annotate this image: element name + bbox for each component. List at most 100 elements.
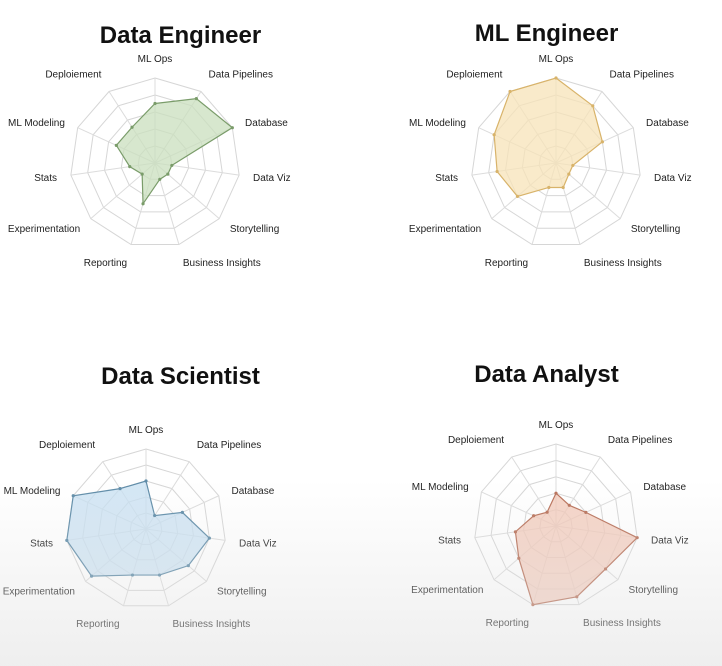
chart-title: Data Scientist (101, 363, 260, 390)
axis-label: ML Modeling (412, 482, 469, 493)
data-point (600, 140, 604, 144)
data-point (515, 194, 520, 198)
data-point (89, 574, 94, 578)
data-point (153, 513, 157, 518)
axis-label: Database (646, 118, 689, 129)
data-point (170, 163, 174, 168)
data-polygon (66, 480, 211, 577)
data-polygon (493, 77, 604, 198)
axis-label: Stats (435, 173, 458, 184)
data-point (561, 185, 565, 190)
axis-label: Data Pipelines (209, 70, 273, 81)
data-point (575, 595, 579, 599)
axis-label: Database (232, 486, 275, 497)
axis-label: Reporting (76, 619, 119, 630)
data-point (584, 510, 588, 514)
axis-label: Storytelling (629, 585, 678, 596)
axis-label: Business Insights (183, 258, 261, 269)
data-point (140, 172, 144, 176)
data-point (495, 169, 499, 174)
axis-label: Storytelling (217, 587, 266, 598)
data-point (157, 573, 162, 577)
axis-label: Data Pipelines (610, 70, 674, 81)
data-point (186, 564, 190, 568)
axis-label: Data Pipelines (197, 440, 261, 451)
axis-label: ML Modeling (4, 486, 61, 497)
data-point (635, 536, 639, 540)
data-point (118, 487, 122, 491)
axis-label: Deploiement (45, 70, 101, 81)
axis-label: Experimentation (411, 585, 483, 596)
axis-label: Deploiement (446, 70, 502, 81)
axis-label: Deploiement (39, 440, 95, 451)
data-point (65, 538, 69, 542)
axis-label: Stats (438, 536, 461, 547)
data-point (603, 567, 608, 571)
axis-label: Deploiement (448, 435, 504, 446)
axis-label: Reporting (84, 258, 127, 269)
data-point (166, 172, 170, 176)
axis-label: ML Modeling (409, 118, 466, 129)
data-point (114, 143, 118, 147)
grid-ring (70, 77, 240, 246)
axis-label: ML Ops (539, 54, 574, 65)
data-point (130, 125, 134, 129)
data-point (591, 104, 595, 108)
radar-chart-svg: ML Ops Data Pipelines Database Data Viz Stor… (3, 425, 277, 630)
axis-label: Data Pipelines (608, 435, 672, 446)
data-point (547, 185, 551, 190)
axis-label: ML Ops (138, 54, 173, 65)
data-point (513, 530, 518, 534)
radar-chart-svg: ML Ops Data Pipelines Database Data Viz Stor… (411, 420, 689, 629)
data-point (567, 172, 571, 176)
axis-label: Storytelling (631, 224, 680, 235)
axis-label: ML Ops (129, 425, 164, 436)
axis-label: Reporting (486, 618, 529, 629)
axis-label: Experimentation (409, 224, 481, 235)
data-polygon (514, 492, 639, 606)
radar-panel-data-engineer: Data Engineer ML Ops Data Pipelines Databa… (0, 0, 361, 333)
axis-label: Data Viz (239, 538, 277, 549)
data-point (554, 76, 558, 80)
data-point (194, 97, 198, 101)
grid-ring (471, 77, 641, 246)
axis-label: Data Viz (651, 536, 689, 547)
data-point (567, 503, 571, 507)
radar-chart-svg: ML Ops Data Pipelines Database Data Viz Stor… (8, 54, 291, 269)
axis-label: Storytelling (230, 224, 279, 235)
data-point (508, 89, 512, 94)
data-point (532, 514, 536, 518)
axis-label: Experimentation (3, 587, 75, 598)
data-point (153, 101, 157, 106)
chart-title: ML Engineer (474, 20, 619, 47)
radar-panel-ml-engineer: ML Engineer ML Ops Data Pipelines Database… (361, 0, 722, 333)
axis-label: ML Ops (539, 420, 574, 431)
axis-label: Reporting (485, 258, 528, 269)
axis-label: Business Insights (583, 618, 661, 629)
data-point (144, 479, 148, 483)
axis-label: Database (245, 118, 288, 129)
axis-label: Stats (30, 538, 53, 549)
data-point (554, 491, 558, 495)
data-point (207, 536, 211, 540)
data-polygon (115, 98, 234, 206)
data-point (180, 510, 184, 514)
data-point (158, 177, 162, 181)
axis-label: Data Viz (654, 173, 692, 184)
radar-panel-data-analyst: Data Analyst ML Ops Data Pipelines Databas… (361, 333, 722, 666)
axis-label: Database (643, 482, 686, 493)
data-point (517, 556, 521, 560)
chart-title: Data Engineer (99, 22, 262, 49)
axis-label: Stats (34, 173, 57, 184)
radar-panel-data-scientist: Data Scientist ML Ops Data Pipelines Datab… (0, 333, 361, 666)
data-point (128, 165, 132, 169)
data-point (531, 603, 535, 607)
data-point (230, 126, 234, 130)
axis-label: ML Modeling (8, 118, 65, 129)
chart-title: Data Analyst (474, 361, 619, 388)
data-point (71, 494, 75, 498)
radar-chart-svg: ML Ops Data Pipelines Database Data Viz Stor… (409, 54, 692, 269)
axis-label: Data Viz (253, 173, 291, 184)
data-point (141, 202, 145, 206)
data-point (545, 510, 549, 514)
